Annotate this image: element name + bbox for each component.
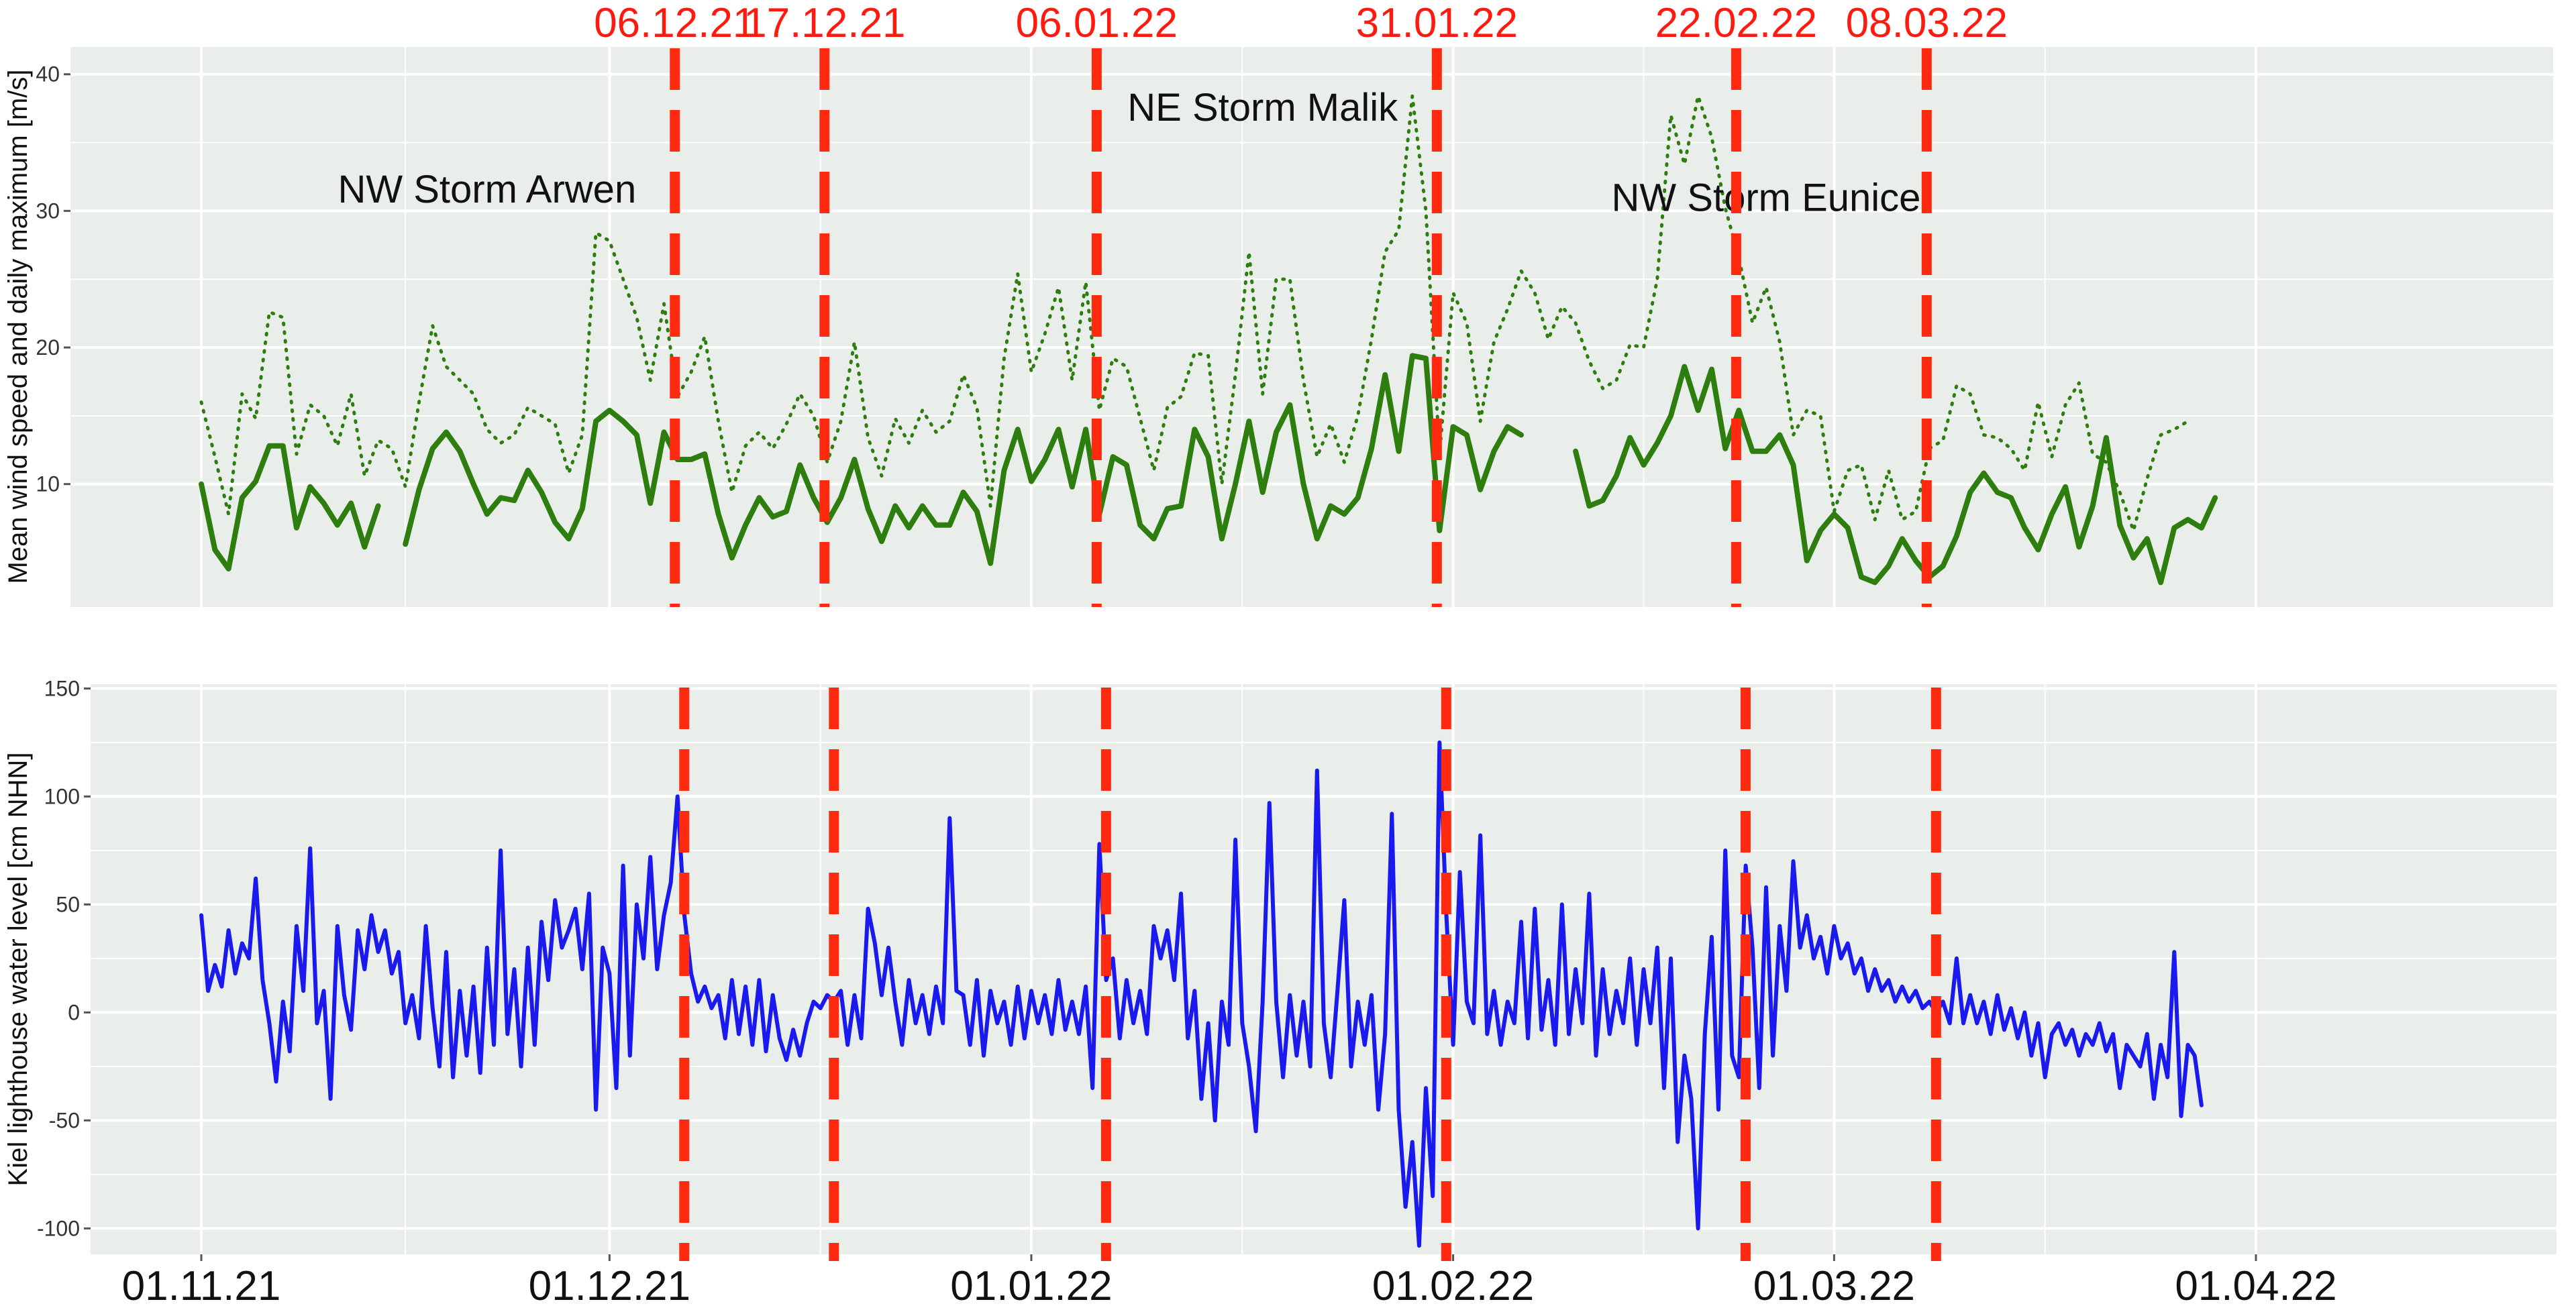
wind-y-tick-label: 20	[36, 335, 60, 360]
event-date-label: 31.01.22	[1356, 0, 1518, 46]
wind-y-ticks: 10 20 30 40	[36, 62, 70, 496]
wind-y-tick-label: 10	[36, 472, 60, 496]
event-date-label: 17.12.21	[743, 0, 905, 46]
daily-mean-line	[199, 443, 381, 571]
wind-y-tick-label: 30	[36, 199, 60, 223]
daily-mean-line	[403, 353, 1524, 566]
storm-annotation: NW Storm Eunice	[1612, 176, 1921, 219]
storm-annotation: NE Storm Malik	[1127, 86, 1398, 129]
wind-annotations: NW Storm Arwen NE Storm Malik NW Storm Eun…	[338, 86, 1920, 219]
water-x-ticks: 01.11.21 01.12.21 01.01.22 01.02.22 01.03.22…	[122, 1254, 2337, 1309]
water-level-line	[199, 740, 2204, 1248]
wind-y-tick-label: 40	[36, 62, 60, 87]
event-date-label: 22.02.22	[1655, 0, 1817, 46]
x-tick-label: 01.02.22	[1372, 1263, 1534, 1309]
event-date-label: 06.12.21	[594, 0, 756, 46]
x-tick-label: 01.12.21	[529, 1263, 690, 1309]
water-y-axis-label: Kiel lighthouse water level [cm NHN]	[3, 753, 33, 1187]
water-panel: -100 -50 0 50 100 150 01.11.21 01.12.21 01.01.2…	[3, 676, 2557, 1309]
event-date-label: 06.01.22	[1016, 0, 1178, 46]
x-tick-label: 01.03.22	[1753, 1263, 1915, 1309]
storm-annotation: NW Storm Arwen	[338, 168, 636, 211]
x-tick-label: 01.11.21	[122, 1263, 281, 1309]
wind-y-axis-label: Mean wind speed and daily maximum [m/s]	[3, 70, 33, 584]
water-y-ticks: -100 -50 0 50 100 150	[37, 676, 91, 1240]
daily-mean-line	[1573, 364, 2218, 586]
water-y-tick-label: -100	[37, 1216, 80, 1240]
water-y-tick-label: -50	[49, 1108, 80, 1132]
water-y-tick-label: 100	[44, 784, 80, 808]
water-series-group	[199, 740, 2204, 1248]
water-y-tick-label: 50	[56, 892, 80, 916]
wind-gridlines	[70, 47, 2553, 607]
water-y-tick-label: 150	[44, 676, 80, 700]
x-tick-label: 01.04.22	[2175, 1263, 2336, 1309]
wind-series-group	[199, 94, 2218, 586]
daily-maximum-line	[199, 94, 2190, 533]
x-tick-label: 01.01.22	[950, 1263, 1112, 1309]
water-y-tick-label: 0	[68, 1000, 80, 1024]
event-date-label: 08.03.22	[1846, 0, 2008, 46]
